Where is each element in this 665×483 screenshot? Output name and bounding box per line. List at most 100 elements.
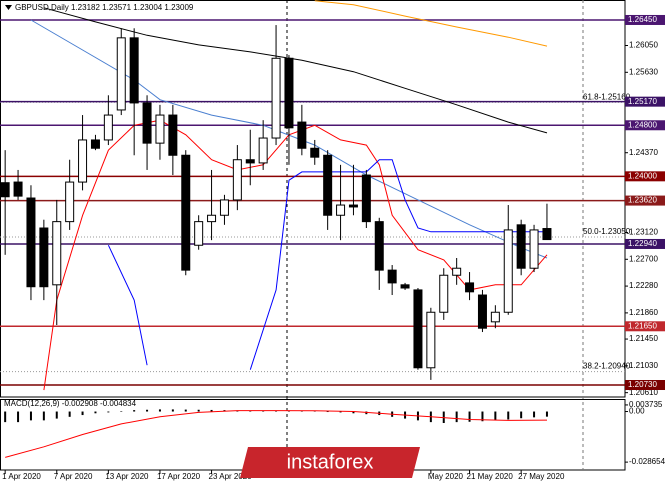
candle-body [103,114,113,141]
level-label: 1.20730 [628,380,657,389]
candle-body [0,182,10,198]
candle-body [181,154,191,271]
candle-body [90,139,100,149]
candle-body [245,159,255,164]
candle-body [542,228,552,241]
y-tick-label: 0.003735 [629,400,663,409]
candle-body [529,229,539,269]
y-tick-label: 1.25630 [629,67,658,76]
x-tick-label: 21 May 2020 [467,472,514,481]
candle-body [258,137,268,164]
candle-body [361,174,371,223]
macd-bar [4,411,7,423]
candle-body [336,204,346,216]
macd-bar [17,411,20,423]
level-label-box [625,171,665,182]
watermark-text: instaforex [287,451,374,473]
level-label-box [625,195,665,206]
candle-body [129,37,139,104]
y-tick-label: 1.21860 [629,308,658,317]
candle-body [207,214,217,223]
y-tick-label: 1.24370 [629,148,658,157]
candle-body [194,221,204,246]
signal-line [5,410,548,458]
macd-bar [533,411,536,418]
candle-body [78,139,88,183]
candle-body [116,37,126,111]
candle-body [65,181,75,223]
y-tick-label: 1.23120 [629,228,658,237]
y-tick-label: 1.20610 [629,388,658,397]
level-label: 1.22940 [628,239,657,248]
indicator-line [314,0,548,47]
level-label-box [625,321,665,332]
candle-body [413,289,423,369]
candle-body [323,154,333,216]
level-label-box [625,380,665,391]
candle-body [465,282,475,293]
watermark: instaforex [240,447,420,478]
fib-label: 38.2-1.20940 [583,362,631,371]
macd-bar [210,409,213,412]
macd-bar [507,411,510,420]
macd-bar [120,410,123,412]
macd-bar [133,410,136,412]
level-label: 1.21650 [628,321,657,330]
macd-bar [197,409,200,412]
x-tick-label: 17 Apr 2020 [157,472,201,481]
x-tick-label: 7 Apr 2020 [54,472,93,481]
level-label: 1.24000 [628,171,657,180]
level-label-box [625,14,665,25]
fib-label: 50.0-1.23050 [583,227,631,236]
candle-body [477,294,487,329]
indicator-line [107,159,547,370]
candle-body [490,311,500,323]
candle-body [297,121,307,149]
candle-body [142,102,152,144]
macd-bar [29,411,32,421]
macd-bar [94,411,97,414]
indicator-line [43,7,548,134]
macd-bar [275,410,278,412]
level-label: 1.25170 [628,97,657,106]
macd-bar [326,411,329,413]
y-tick-label: 0.00 [629,407,645,416]
candle-body [26,197,36,288]
y-tick-label: 1.22700 [629,254,658,263]
candle-body [13,181,23,197]
x-tick-label: May 2020 [428,472,464,481]
macd-bar [339,411,342,413]
macd-bar [171,409,174,412]
macd-bar [158,409,161,412]
level-label: 1.23620 [628,196,657,205]
candle-body [232,159,242,201]
level-label: 1.26450 [628,15,657,24]
macd-title: MACD(12,26,9) -0.002908 -0.004834 [4,399,137,408]
x-tick-label: 23 Apr 2020 [209,472,253,481]
y-tick-label: -0.028654 [629,457,665,466]
x-tick-label: 13 Apr 2020 [105,472,149,481]
macd-bar [55,411,58,419]
macd-bar [287,410,290,412]
candle-body [52,221,62,286]
macd-bar [107,411,110,413]
candle-body [284,57,294,129]
macd-bar [81,411,84,416]
y-tick-label: 1.21030 [629,361,658,370]
macd-bar [494,411,497,421]
candle-body [39,227,49,288]
y-tick-label: 1.22280 [629,281,658,290]
candle-body [503,229,513,313]
candle-body [400,284,410,289]
macd-bar [68,411,71,417]
candle-body [271,57,281,139]
macd-bar [262,410,265,412]
collapse-arrow [5,5,12,10]
candle-body [168,114,178,156]
level-label-box [625,238,665,249]
macd-bar [146,409,149,412]
level-label: 1.24800 [628,120,657,129]
macd-bar [468,411,471,422]
